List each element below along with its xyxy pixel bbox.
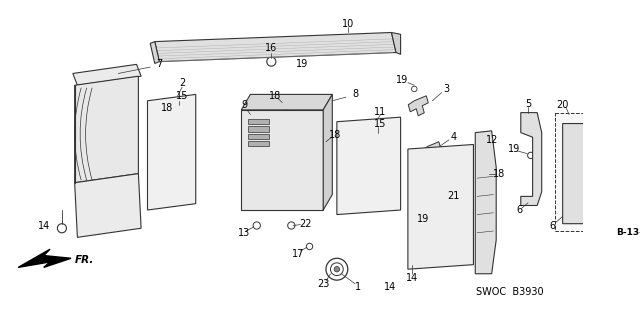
Text: 12: 12 [486, 135, 498, 145]
Text: 18: 18 [161, 103, 173, 113]
Circle shape [334, 266, 340, 272]
Text: 1: 1 [355, 282, 361, 293]
Polygon shape [248, 119, 269, 124]
Polygon shape [73, 64, 141, 85]
Text: 21: 21 [447, 191, 460, 201]
Polygon shape [241, 94, 332, 110]
Text: 19: 19 [296, 59, 308, 69]
Bar [556, 113, 640, 231]
Text: 10: 10 [342, 19, 354, 29]
Text: 22: 22 [299, 219, 311, 229]
Polygon shape [408, 145, 474, 269]
Text: 15: 15 [176, 91, 188, 101]
Text: 14: 14 [38, 220, 50, 231]
Text: 2: 2 [179, 78, 185, 88]
Polygon shape [75, 174, 141, 237]
Polygon shape [248, 134, 269, 139]
Text: 15: 15 [374, 119, 387, 129]
Polygon shape [476, 131, 496, 274]
Text: 14: 14 [406, 273, 419, 283]
Text: 20: 20 [556, 100, 569, 110]
Polygon shape [147, 94, 196, 210]
Text: 11: 11 [374, 107, 387, 117]
Text: 18: 18 [269, 91, 281, 101]
Polygon shape [248, 126, 269, 132]
Text: 19: 19 [508, 144, 520, 154]
Polygon shape [323, 94, 332, 210]
Polygon shape [408, 96, 428, 116]
Polygon shape [392, 33, 401, 54]
Text: 3: 3 [443, 84, 449, 94]
Text: 23: 23 [317, 279, 330, 289]
Text: 16: 16 [265, 43, 277, 53]
Text: 14: 14 [383, 282, 396, 293]
Text: 18: 18 [329, 130, 341, 140]
Text: 6: 6 [550, 220, 556, 231]
Polygon shape [422, 142, 441, 160]
Polygon shape [155, 33, 396, 62]
Text: SWOC  B3930: SWOC B3930 [476, 287, 543, 297]
Text: 5: 5 [525, 99, 531, 108]
Text: 6: 6 [516, 205, 522, 215]
Polygon shape [241, 110, 323, 210]
Text: 19: 19 [396, 75, 408, 85]
Polygon shape [521, 113, 541, 205]
Polygon shape [75, 76, 138, 183]
Text: 7: 7 [156, 59, 163, 69]
Text: 9: 9 [241, 100, 247, 110]
Text: 18: 18 [493, 169, 505, 179]
Text: 19: 19 [417, 214, 429, 224]
Text: B-13-2: B-13-2 [616, 228, 640, 237]
Polygon shape [563, 123, 601, 224]
Polygon shape [248, 141, 269, 146]
Text: FR.: FR. [75, 255, 94, 265]
Text: 13: 13 [238, 228, 250, 238]
Polygon shape [18, 249, 71, 267]
Polygon shape [337, 117, 401, 215]
Text: 8: 8 [352, 89, 358, 100]
Text: 4: 4 [451, 132, 456, 142]
Circle shape [291, 165, 300, 174]
Text: 17: 17 [292, 249, 305, 259]
Polygon shape [150, 41, 159, 63]
